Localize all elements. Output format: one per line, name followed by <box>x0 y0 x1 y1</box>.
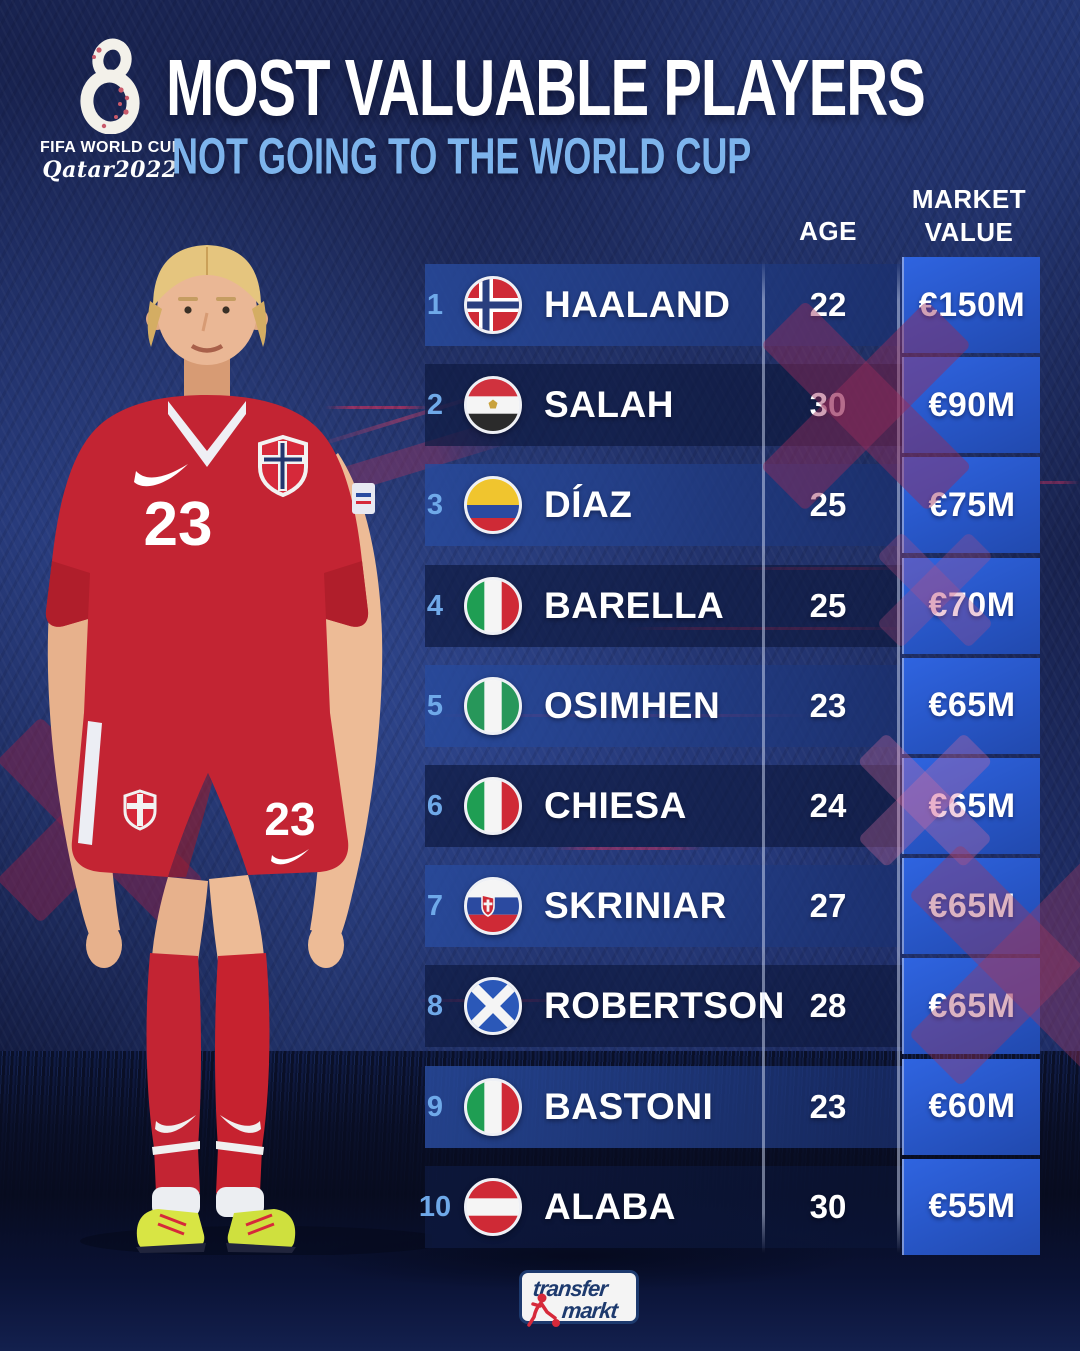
country-flag-icon-egypt <box>464 376 522 435</box>
market-value: €65M <box>928 686 1016 725</box>
country-flag-icon-nigeria <box>464 676 522 735</box>
market-value-cell: €65M <box>902 758 1040 854</box>
transfermarkt-logo: transfer markt <box>519 1270 639 1327</box>
age-value: 27 <box>809 887 847 925</box>
player-name: ROBERTSON <box>544 985 785 1027</box>
rank-label: 6 <box>426 790 444 822</box>
market-value-cell: €90M <box>902 357 1040 454</box>
market-value: €65M <box>928 886 1016 925</box>
country-flag-icon-scotland <box>464 977 522 1036</box>
age-value: 30 <box>809 386 847 424</box>
market-value: €75M <box>928 485 1016 524</box>
world-cup-trophy-icon <box>80 38 140 135</box>
market-value-cell: €75M <box>902 457 1040 554</box>
market-value-cell: €70M <box>902 557 1040 654</box>
market-label: MARKET <box>911 184 1027 214</box>
player-name: HAALAND <box>544 284 731 325</box>
player-name: ALABA <box>544 1185 676 1227</box>
age-value: 23 <box>809 686 847 724</box>
rank-label: 8 <box>426 990 444 1023</box>
shorts-crest <box>123 789 157 831</box>
market-value: €65M <box>928 986 1016 1025</box>
age-value: 22 <box>809 286 847 323</box>
rank-label: 2 <box>426 389 444 422</box>
rank-label: 4 <box>426 589 444 622</box>
country-flag-icon-norway <box>464 276 522 334</box>
fifa-world-cup-wordmark: FIFA WORLD CUP <box>40 139 183 156</box>
market-value: €55M <box>928 1187 1016 1226</box>
age-value: 28 <box>809 987 847 1025</box>
rank-label: 5 <box>426 689 444 722</box>
market-value-cell: €65M <box>902 657 1040 754</box>
market-value-cell: €60M <box>902 1058 1040 1155</box>
page-subtitle: NOT GOING TO THE WORLD CUP <box>172 126 752 185</box>
fifa-world-cup-logo: FIFA WORLD CUP Qatar2022 <box>40 38 183 183</box>
rank-label: 7 <box>426 890 444 923</box>
market-value-cell: €65M <box>902 958 1040 1055</box>
country-flag-icon-colombia <box>464 476 522 535</box>
market-value-cell: €55M <box>902 1158 1040 1255</box>
country-flag-icon-slovakia <box>464 877 522 936</box>
rank-label: 3 <box>426 489 444 522</box>
norway-crest <box>258 434 308 498</box>
age-value: 30 <box>809 1187 847 1225</box>
age-value: 25 <box>809 586 847 624</box>
country-flag-icon-austria <box>464 1177 522 1236</box>
market-value: €70M <box>928 586 1016 625</box>
market-value: €90M <box>928 385 1016 424</box>
country-flag-icon-italy <box>464 1077 522 1136</box>
column-header-market-value: MARKET VALUE <box>898 183 1040 249</box>
market-value: €60M <box>928 1087 1016 1126</box>
age-value: 25 <box>809 486 847 524</box>
transfermarkt-wordmark-bottom: markt <box>560 1298 619 1323</box>
player-name: CHIESA <box>544 785 687 826</box>
player-name: OSIMHEN <box>544 684 721 726</box>
country-flag-icon-italy <box>464 777 522 835</box>
age-value: 24 <box>809 787 847 824</box>
market-value: €150M <box>918 285 1026 324</box>
rank-label: 1 <box>426 289 444 321</box>
market-value: €65M <box>928 786 1016 825</box>
country-flag-icon-italy <box>464 576 522 635</box>
qatar-2022-wordmark: Qatar2022 <box>42 157 178 183</box>
page-title: MOST VALUABLE PLAYERS <box>166 43 926 134</box>
rank-label: 9 <box>426 1090 444 1123</box>
shorts-number: 23 <box>264 793 315 845</box>
age-value: 23 <box>809 1087 847 1125</box>
player-name: BARELLA <box>544 584 725 626</box>
market-value-cell: €150M <box>902 257 1040 353</box>
rank-label: 10 <box>418 1190 452 1223</box>
player-name: SKRINIAR <box>544 885 727 927</box>
jersey-number: 23 <box>144 490 213 559</box>
player-name: BASTONI <box>544 1085 714 1127</box>
player-name: DÍAZ <box>544 484 633 526</box>
player-name: SALAH <box>544 384 674 426</box>
column-header-age: AGE <box>799 216 857 246</box>
value-label: VALUE <box>924 217 1014 247</box>
market-value-cell: €65M <box>902 858 1040 955</box>
kicking-player-icon <box>527 1293 560 1327</box>
